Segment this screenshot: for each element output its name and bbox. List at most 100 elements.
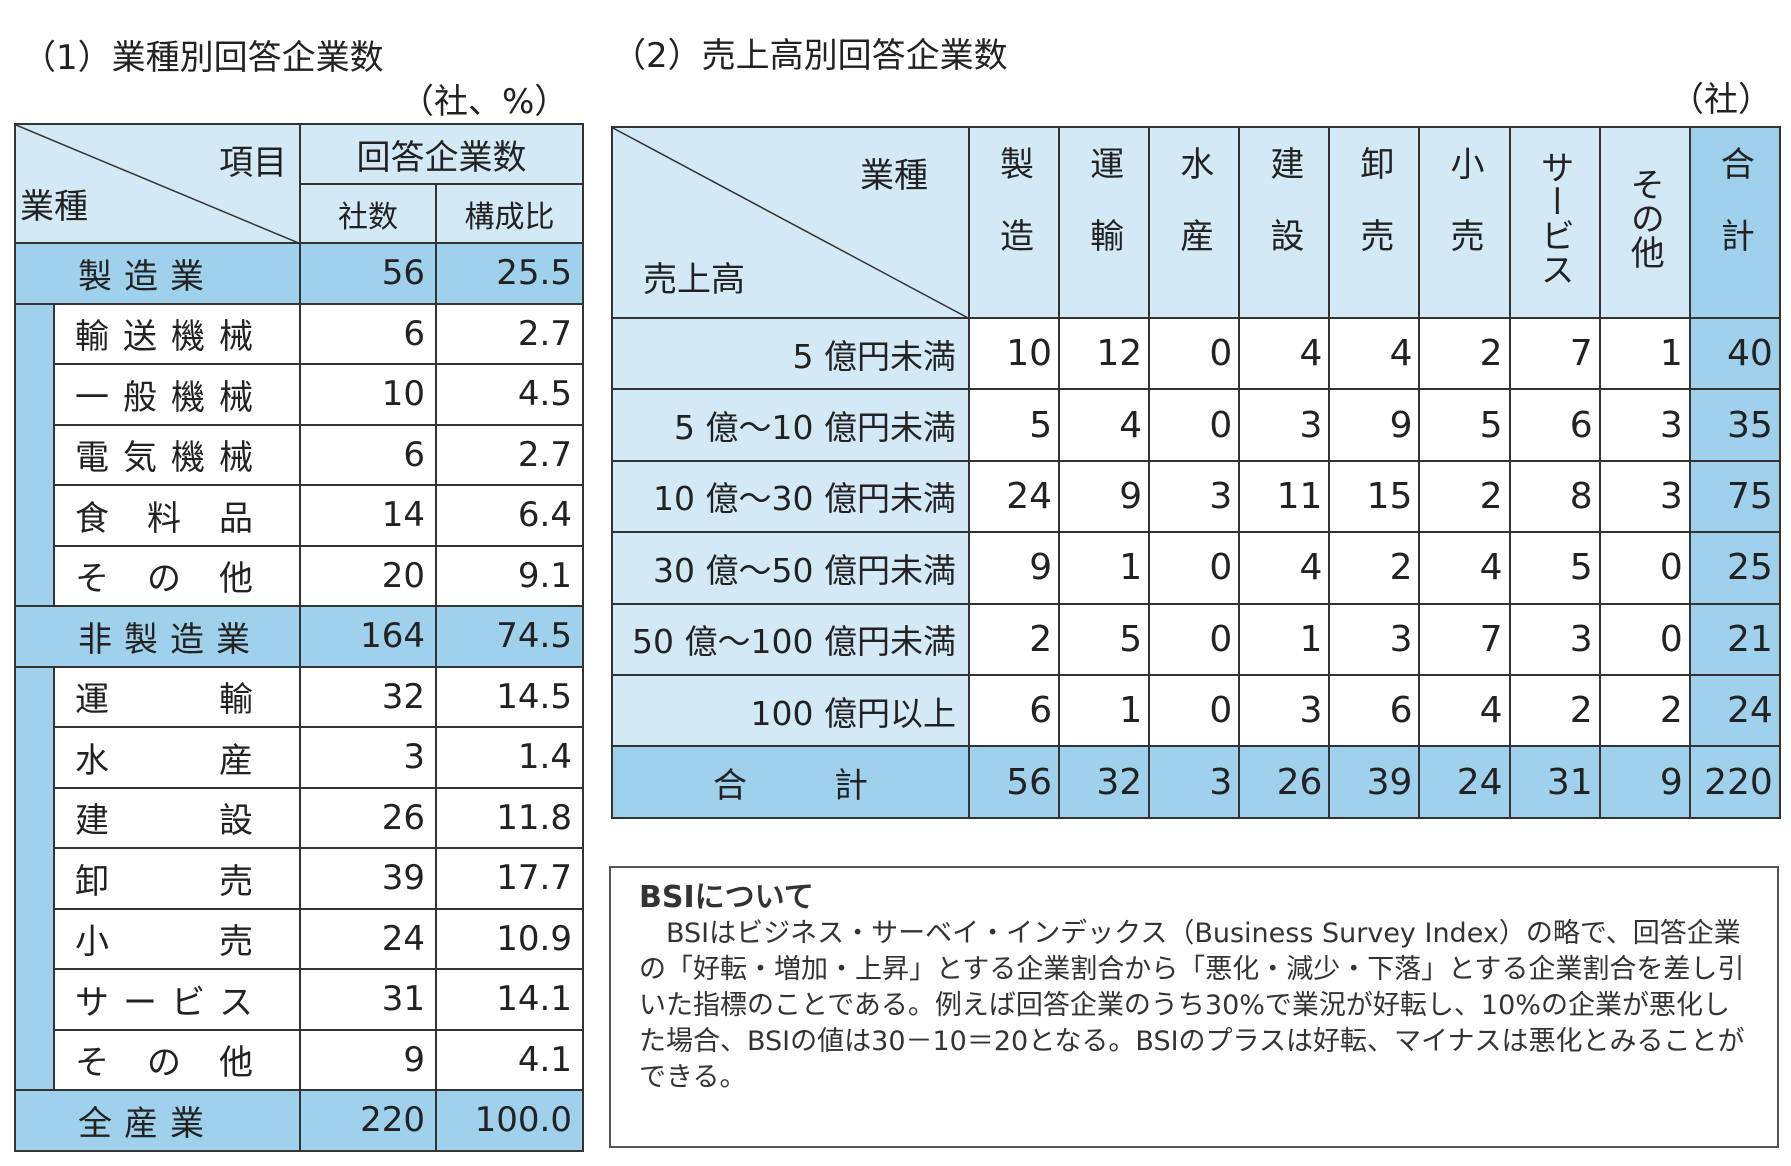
value-cell: 35 (1688, 388, 1781, 462)
column-header-text: その他 (1624, 167, 1665, 269)
column-header: 製造 (967, 126, 1061, 319)
value-cell: 3 (1598, 388, 1691, 462)
value-cell: 11 (1238, 459, 1331, 534)
table2: 業種 売上高 製造 運輸 水産 建設 卸売 小売 サービス その他 合計 5 億円未満 10 12 0 4 4 2… (611, 126, 1781, 819)
item-row: 輸送機械 6 2.7 (14, 302, 584, 606)
count-cell: 32 (299, 665, 437, 728)
item-label: 建設 (53, 786, 301, 849)
value-cell: 0 (1148, 673, 1241, 748)
row-label: 10 億～30 億円未満 (611, 459, 970, 534)
value-cell: 26 (1238, 745, 1331, 819)
item-label: その他 (53, 1028, 301, 1091)
value-cell: 5 (1418, 388, 1511, 462)
column-header: 卸売 (1328, 126, 1421, 319)
value-cell: 2 (1508, 673, 1601, 748)
value-cell: 24 (1688, 673, 1781, 748)
value-cell: 4 (1238, 531, 1331, 605)
item-row: 水産 3 1.4 (15, 726, 584, 789)
count-cell: 26 (299, 786, 437, 849)
ratio-cell: 6.4 (435, 484, 584, 547)
ratio-cell: 14.1 (435, 968, 584, 1031)
item-row: 建設 26 11.8 (15, 786, 584, 849)
group-label: 全産業 (14, 1089, 301, 1152)
data-row: 30 億～50 億円未満 9 1 0 4 2 4 5 0 25 (611, 531, 1781, 605)
data-row: 5 億～10 億円未満 5 4 0 3 9 5 6 3 35 (611, 388, 1781, 462)
row-label: 5 億～10 億円未満 (611, 388, 970, 462)
value-cell: 4 (1328, 316, 1421, 391)
indent-strip (14, 666, 55, 1090)
header-row: 社数 構成比 (15, 183, 584, 244)
item-row: 卸売 39 17.7 (15, 847, 584, 910)
value-cell: 0 (1598, 531, 1691, 605)
group-row: 製造業 56 25.5 (14, 242, 584, 305)
value-cell: 2 (1418, 316, 1511, 391)
value-cell: 2 (967, 602, 1061, 676)
ratio-cell: 17.7 (435, 847, 584, 910)
ratio-cell: 11.8 (435, 786, 584, 849)
header-row: 項目 業種 回答企業数 (14, 123, 584, 244)
ratio-cell: 9.1 (435, 544, 584, 607)
corner-cell: 項目 業種 (14, 123, 301, 244)
value-cell: 3 (1238, 388, 1331, 462)
value-cell: 40 (1688, 316, 1781, 391)
item-label: 小売 (53, 907, 301, 970)
indent-strip (14, 303, 55, 606)
column-header-text: 製造 (993, 146, 1034, 290)
item-row: 一般機械 10 4.5 (15, 363, 584, 426)
value-cell: 6 (1508, 388, 1601, 462)
table1: 項目 業種 回答企業数 社数 構成比 製造業 56 25.5 輸送機械 6 2.7 一般機械 10 4.5… (14, 123, 584, 1152)
value-cell: 0 (1148, 388, 1241, 462)
item-label: 電気機械 (53, 423, 301, 486)
ratio-cell: 10.9 (435, 907, 584, 970)
value-cell: 32 (1058, 745, 1151, 819)
value-cell: 1 (1238, 602, 1331, 676)
row-label: 100 億円以上 (611, 673, 970, 748)
item-row: 運輸 32 14.5 (14, 665, 584, 1090)
row-label: 50 億～100 億円未満 (611, 602, 970, 676)
value-cell: 75 (1688, 459, 1781, 534)
column-header: 建設 (1238, 126, 1331, 319)
column-header-text: 運輸 (1083, 146, 1124, 290)
ratio-cell: 2.7 (435, 423, 584, 486)
data-row: 10 億～30 億円未満 24 9 3 11 15 2 8 3 75 (611, 459, 1781, 534)
item-row: サービス 31 14.1 (15, 968, 584, 1031)
count-cell: 9 (299, 1028, 437, 1091)
value-cell: 9 (1598, 745, 1691, 819)
corner-cell: 業種 売上高 (611, 126, 970, 319)
ratio-cell: 1.4 (435, 726, 584, 789)
count-cell: 56 (299, 242, 437, 305)
item-row: 小売 24 10.9 (15, 907, 584, 970)
value-cell: 0 (1148, 316, 1241, 391)
value-cell: 220 (1688, 745, 1781, 819)
header-row: 業種 売上高 製造 運輸 水産 建設 卸売 小売 サービス その他 合計 (611, 126, 1781, 319)
item-row: 食料品 14 6.4 (15, 484, 584, 547)
value-cell: 9 (1328, 388, 1421, 462)
row-label: 30 億～50 億円未満 (611, 531, 970, 605)
value-cell: 3 (1328, 602, 1421, 676)
column-header-text: 小売 (1444, 146, 1485, 290)
ratio-cell: 74.5 (435, 605, 584, 668)
item-label: 輸送機械 (53, 302, 301, 365)
value-cell: 9 (967, 531, 1061, 605)
item-label: 水産 (53, 726, 301, 789)
header-cell: 回答企業数 (299, 123, 584, 185)
item-label: 一般機械 (53, 363, 301, 426)
value-cell: 0 (1148, 531, 1241, 605)
count-cell: 6 (299, 302, 437, 365)
value-cell: 3 (1598, 459, 1691, 534)
value-cell: 6 (1328, 673, 1421, 748)
count-cell: 14 (299, 484, 437, 547)
value-cell: 39 (1328, 745, 1421, 819)
total-row: 合計 56 32 3 26 39 24 31 9 220 (611, 745, 1781, 819)
column-header: その他 (1598, 126, 1691, 319)
column-header: 小売 (1418, 126, 1511, 319)
value-cell: 10 (967, 316, 1061, 391)
value-cell: 31 (1508, 745, 1601, 819)
count-cell: 220 (299, 1089, 437, 1152)
column-header-text: 合計 (1714, 146, 1755, 290)
column-header: 水産 (1148, 126, 1241, 319)
value-cell: 56 (967, 745, 1061, 819)
value-cell: 0 (1148, 602, 1241, 676)
count-cell: 39 (299, 847, 437, 910)
value-cell: 5 (967, 388, 1061, 462)
